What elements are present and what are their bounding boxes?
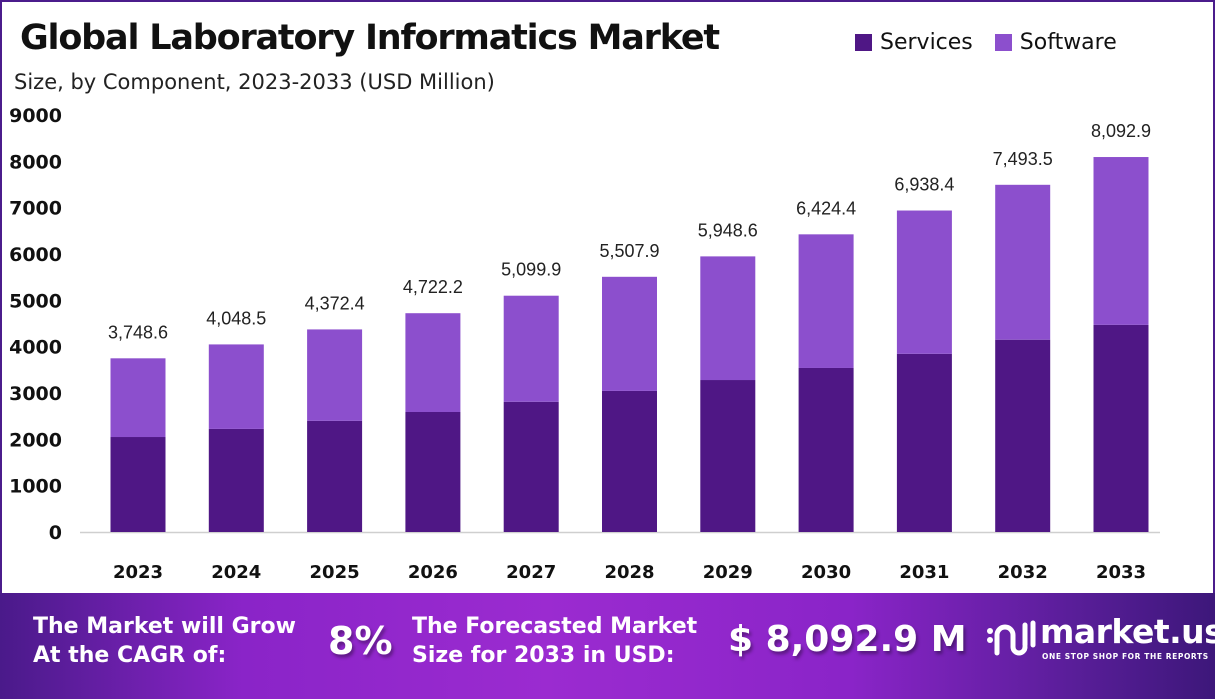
x-tick-label-2024: 2024 [211, 562, 261, 583]
bar-services-2024 [208, 428, 264, 532]
forecast-label-line1: The Forecasted Market [412, 614, 698, 639]
y-tick-label: 6000 [9, 244, 62, 266]
total-label-2029: 5,948.6 [698, 220, 758, 240]
forecast-label-line2: Size for 2033 in USD: [412, 643, 675, 668]
bar-software-2030 [798, 234, 854, 368]
bar-software-2032 [995, 184, 1051, 340]
cagr-label-line1: The Market will Grow [33, 614, 296, 639]
bar-services-2029 [700, 380, 756, 532]
bar-software-2025 [307, 329, 363, 421]
legend-item-services: Services [855, 30, 973, 55]
bar-services-2033 [1093, 324, 1149, 532]
market-us-logo-icon [987, 620, 1036, 656]
bar-services-2027 [503, 401, 559, 532]
bar-services-2030 [798, 367, 854, 532]
bar-software-2027 [503, 295, 559, 402]
x-tick-label-2028: 2028 [604, 562, 654, 583]
bar-chart: 0 1000 2000 3000 4000 5000 6000 7000 8000 9000 3,7… [9, 105, 1160, 583]
legend-swatch-services [855, 34, 872, 51]
forecast-value: $ 8,092.9 M [728, 619, 967, 660]
total-label-2033: 8,092.9 [1091, 121, 1151, 141]
total-label-2030: 6,424.4 [796, 198, 856, 218]
x-tick-label-2033: 2033 [1096, 562, 1146, 583]
bar-software-2029 [700, 256, 756, 381]
legend: Services Software [855, 30, 1117, 55]
total-label-2032: 7,493.5 [993, 149, 1053, 169]
x-tick-label-2029: 2029 [703, 562, 753, 583]
bar-services-2023 [110, 437, 166, 532]
bar-software-2031 [896, 210, 952, 354]
total-label-2026: 4,722.2 [403, 277, 463, 297]
y-tick-label: 2000 [9, 429, 62, 451]
bar-services-2025 [307, 420, 363, 532]
x-tick-label-2027: 2027 [506, 562, 556, 583]
y-tick-label: 5000 [9, 290, 62, 312]
forecast-label: The Forecasted Market Size for 2033 in U… [412, 612, 697, 670]
bar-services-2026 [405, 411, 461, 532]
y-tick-label: 3000 [9, 383, 62, 405]
bar-services-2032 [995, 339, 1051, 532]
x-tick-label-2026: 2026 [408, 562, 458, 583]
bar-software-2028 [602, 276, 657, 391]
bar-software-2024 [208, 344, 264, 429]
bar-services-2028 [602, 390, 657, 532]
total-label-2025: 4,372.4 [305, 293, 365, 313]
x-tick-label-2023: 2023 [113, 562, 163, 583]
x-tick-label-2025: 2025 [310, 562, 360, 583]
legend-label-software: Software [1019, 30, 1117, 55]
total-label-2027: 5,099.9 [501, 260, 561, 280]
chart-title: Global Laboratory Informatics Market [20, 18, 720, 58]
total-label-2031: 6,938.4 [894, 175, 954, 195]
bar-software-2033 [1093, 157, 1149, 325]
x-tick-label-2032: 2032 [998, 562, 1048, 583]
total-label-2024: 4,048.5 [206, 308, 266, 328]
y-tick-label: 0 [49, 522, 62, 544]
legend-label-services: Services [880, 30, 973, 55]
legend-item-software: Software [994, 30, 1117, 55]
brand-name: market.us [1040, 612, 1215, 651]
y-tick-label: 9000 [9, 105, 62, 127]
y-tick-label: 7000 [9, 198, 62, 220]
x-tick-label-2031: 2031 [899, 562, 949, 583]
bar-software-2026 [405, 313, 461, 412]
brand-tagline: ONE STOP SHOP FOR THE REPORTS [1042, 652, 1209, 661]
y-tick-label: 1000 [9, 476, 62, 498]
y-tick-label: 4000 [9, 337, 62, 359]
chart-subtitle: Size, by Component, 2023-2033 (USD Milli… [14, 70, 495, 94]
cagr-label-line2: At the CAGR of: [33, 643, 227, 668]
summary-banner: The Market will Grow At the CAGR of: 8% … [0, 593, 1215, 699]
legend-swatch-software [994, 34, 1012, 51]
total-label-2028: 5,507.9 [599, 241, 659, 261]
cagr-value: 8% [328, 619, 393, 663]
cagr-label: The Market will Grow At the CAGR of: [33, 612, 296, 670]
y-tick-label: 8000 [9, 151, 62, 173]
bar-services-2031 [896, 353, 952, 532]
total-label-2023: 3,748.6 [108, 322, 168, 342]
x-tick-label-2030: 2030 [801, 562, 851, 583]
bar-software-2023 [110, 358, 166, 438]
